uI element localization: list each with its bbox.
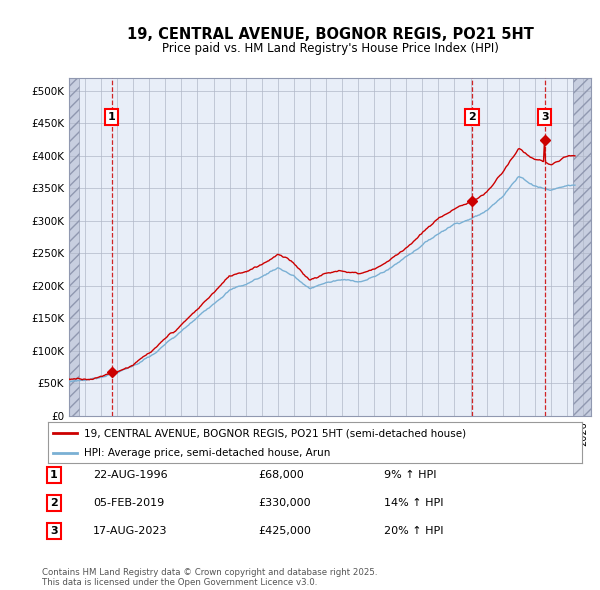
Text: 22-AUG-1996: 22-AUG-1996 [93,470,167,480]
Bar [574,78,591,416]
Text: 17-AUG-2023: 17-AUG-2023 [93,526,167,536]
Text: 1: 1 [107,112,115,122]
Text: 1: 1 [50,470,58,480]
Text: 20% ↑ HPI: 20% ↑ HPI [384,526,443,536]
Text: £68,000: £68,000 [258,470,304,480]
Text: Contains HM Land Registry data © Crown copyright and database right 2025.
This d: Contains HM Land Registry data © Crown c… [42,568,377,587]
Text: 3: 3 [50,526,58,536]
Text: 2: 2 [50,498,58,507]
Bar [69,78,79,416]
Text: £425,000: £425,000 [258,526,311,536]
Text: HPI: Average price, semi-detached house, Arun: HPI: Average price, semi-detached house,… [85,448,331,458]
Text: Price paid vs. HM Land Registry's House Price Index (HPI): Price paid vs. HM Land Registry's House … [161,42,499,55]
Text: 05-FEB-2019: 05-FEB-2019 [93,498,164,507]
Bar [69,78,79,416]
Text: 14% ↑ HPI: 14% ↑ HPI [384,498,443,507]
Text: 19, CENTRAL AVENUE, BOGNOR REGIS, PO21 5HT (semi-detached house): 19, CENTRAL AVENUE, BOGNOR REGIS, PO21 5… [85,428,466,438]
Text: £330,000: £330,000 [258,498,311,507]
Text: 9% ↑ HPI: 9% ↑ HPI [384,470,437,480]
Text: 2: 2 [468,112,476,122]
Text: 3: 3 [541,112,549,122]
Bar [574,78,591,416]
Text: 19, CENTRAL AVENUE, BOGNOR REGIS, PO21 5HT: 19, CENTRAL AVENUE, BOGNOR REGIS, PO21 5… [127,27,533,41]
